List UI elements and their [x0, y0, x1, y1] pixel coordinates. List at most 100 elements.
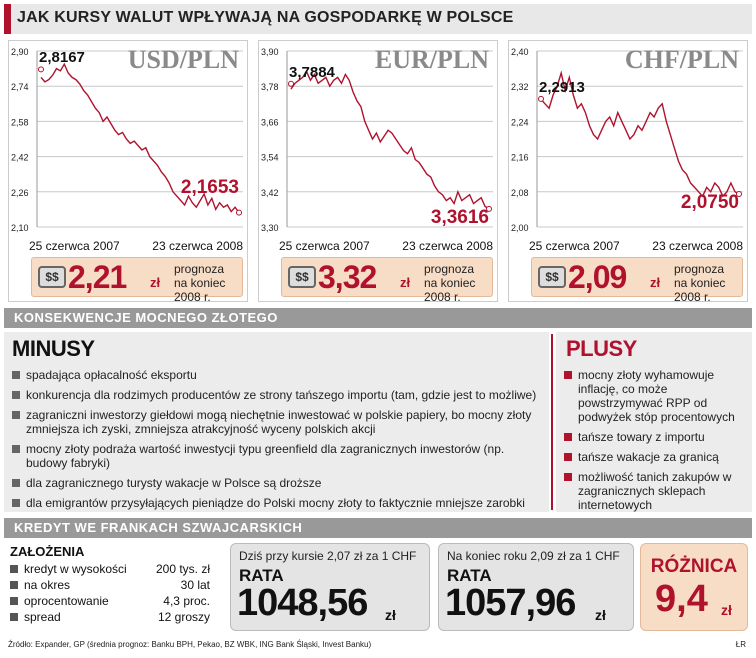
series-line [290, 70, 490, 210]
plus-item: tańsze towary z importu [564, 430, 750, 444]
end-point [486, 205, 492, 212]
rata-today-sub: Dziś przy kursie 2,07 zł za 1 CHF [239, 549, 417, 563]
y-tick-label: 3,42 [261, 188, 279, 198]
forecast-value: 2,21 [68, 259, 127, 295]
bullet [10, 613, 18, 621]
title-bar: JAK KURSY WALUT WPŁYWAJĄ NA GOSPODARKĘ W… [4, 4, 752, 34]
start-point [538, 95, 544, 102]
start-value-label: 2,8167 [39, 49, 85, 67]
minus-item: mocny złoty podraża wartość inwestycji t… [12, 442, 540, 470]
assumption-value: 30 lat [180, 578, 210, 592]
minus-list: spadająca opłacalność eksportu konkurencj… [12, 368, 540, 516]
series-line [540, 70, 740, 198]
forecast-line2: na koniec 2008 r. [674, 276, 726, 304]
forecast-text: prognoza na koniec 2008 r. [424, 262, 492, 304]
forecast-unit: zł [650, 275, 661, 290]
end-value-label: 2,1653 [180, 176, 239, 198]
assumption-value: 12 groszy [157, 610, 210, 624]
forecast-text: prognoza na koniec 2008 r. [174, 262, 242, 304]
rata-today-unit: zł [385, 607, 396, 623]
chart-svg: 2,40 2,32 2,24 2,16 2,08 2,00 [511, 47, 743, 233]
minus-title: MINUSY [12, 336, 95, 361]
forecast-box: $$ 3,32 zł prognoza na koniec 2008 r. [281, 257, 493, 304]
assumption-row: spread 12 groszy [10, 610, 220, 626]
y-tick-label: 3,54 [261, 153, 279, 163]
y-tick-label: 2,26 [11, 188, 29, 198]
y-tick-label: 3,30 [261, 223, 279, 233]
rata-year-end-value: 1057,96 [445, 582, 576, 624]
assumption-row: na okres 30 lat [10, 578, 220, 594]
y-tick-label: 2,90 [11, 47, 29, 57]
y-tick-label: 2,40 [511, 47, 529, 57]
chart-title: CHF/PLN [624, 45, 739, 74]
section-title: KONSEKWENCJE MOCNEGO ZŁOTEGO [14, 310, 278, 325]
plus-title: PLUSY [566, 336, 637, 361]
minus-item: dla emigrantów przysyłających pieniądze … [12, 496, 540, 510]
bullet [10, 597, 18, 605]
assumption-key: na okres [24, 578, 71, 592]
rata-today-value: 1048,56 [237, 582, 368, 624]
y-tick-label: 3,90 [261, 47, 279, 57]
assumption-value: 200 tys. zł [155, 562, 210, 576]
y-tick-label: 3,66 [261, 117, 279, 127]
rata-today-box: Dziś przy kursie 2,07 zł za 1 CHF RATA 1… [230, 543, 430, 631]
chart-svg: 2,90 2,74 2,58 2,42 2,26 2,10 [11, 47, 243, 233]
forecast-value: 2,09 [568, 259, 627, 295]
coins-icon: $$ [38, 266, 66, 288]
forecast-line2: na koniec 2008 r. [424, 276, 476, 304]
end-point [736, 191, 742, 197]
rata-year-end-unit: zł [595, 607, 606, 623]
chart-title: EUR/PLN [374, 45, 489, 74]
x-end-label: 23 czerwca 2008 [652, 239, 743, 253]
y-tick-label: 2,00 [511, 223, 529, 233]
end-point [236, 209, 242, 216]
minus-panel: MINUSY spadająca opłacalność eksportu kon… [4, 332, 549, 512]
chart-chf-pln: 2,40 2,32 2,24 2,16 2,08 2,00 CHF/PLN 2,2913 2,0… [508, 40, 748, 304]
y-tick-label: 2,08 [511, 188, 529, 198]
end-value-label: 3,3616 [430, 206, 489, 228]
minus-item: dla zagranicznego turysty wakacje w Pols… [12, 476, 540, 490]
source-note: Źródło: Expander, GP (średnia prognoz: B… [8, 640, 372, 649]
coins-icon: $$ [288, 266, 316, 288]
series-line [40, 62, 240, 214]
rata-year-end-label: RATA [447, 566, 492, 585]
section-bar-kredyt: KREDYT WE FRANKACH SZWAJCARSKICH [4, 518, 752, 538]
x-start-label: 25 czerwca 2007 [29, 239, 120, 253]
rata-year-end-box: Na koniec roku 2,09 zł za 1 CHF RATA 105… [438, 543, 634, 631]
plus-item: tańsze wakacje za granicą [564, 450, 750, 464]
rata-today-label: RATA [239, 566, 284, 585]
start-point [288, 80, 294, 87]
y-tick-label: 2,42 [11, 153, 29, 163]
start-value-label: 3,7884 [289, 63, 335, 81]
plus-panel: PLUSY mocny złoty wyhamowuje inflację, c… [556, 332, 752, 512]
assumption-key: kredyt w wysokości [24, 562, 127, 576]
assumptions-title: ZAŁOŻENIA [10, 544, 85, 559]
x-end-label: 23 czerwca 2008 [152, 239, 243, 253]
y-tick-label: 2,32 [511, 82, 529, 92]
difference-value: 9,4 [655, 578, 708, 620]
section-title: KREDYT WE FRANKACH SZWAJCARSKICH [14, 520, 303, 535]
plus-item: mocny złoty wyhamowuje inflację, co może… [564, 368, 750, 424]
forecast-line1: prognoza [674, 262, 725, 276]
forecast-box: $$ 2,21 zł prognoza na koniec 2008 r. [31, 257, 243, 304]
divider [551, 334, 553, 510]
chart-title: USD/PLN [127, 45, 239, 74]
minus-item: konkurencja dla rodzimych producentów ze… [12, 388, 540, 402]
forecast-unit: zł [150, 275, 161, 290]
forecast-unit: zł [400, 275, 411, 290]
assumption-row: kredyt w wysokości 200 tys. zł [10, 562, 220, 578]
y-tick-label: 2,10 [11, 223, 29, 233]
forecast-line1: prognoza [174, 262, 225, 276]
difference-unit: zł [721, 602, 732, 618]
y-tick-label: 2,16 [511, 153, 529, 163]
assumptions: ZAŁOŻENIA kredyt w wysokości 200 tys. zł n… [10, 544, 220, 624]
y-tick-label: 2,24 [511, 117, 529, 127]
forecast-value: 3,32 [318, 259, 377, 295]
x-start-label: 25 czerwca 2007 [279, 239, 370, 253]
plus-item: możliwość tanich zakupów w zagranicznych… [564, 470, 750, 512]
assumption-key: spread [24, 610, 61, 624]
y-tick-label: 2,58 [11, 117, 29, 127]
section-bar-konsekwencje: KONSEKWENCJE MOCNEGO ZŁOTEGO [4, 308, 752, 328]
chart-eur-pln: 3,90 3,78 3,66 3,54 3,42 3,30 EUR/PLN 3,7884 3,3… [258, 40, 498, 304]
bullet [10, 565, 18, 573]
